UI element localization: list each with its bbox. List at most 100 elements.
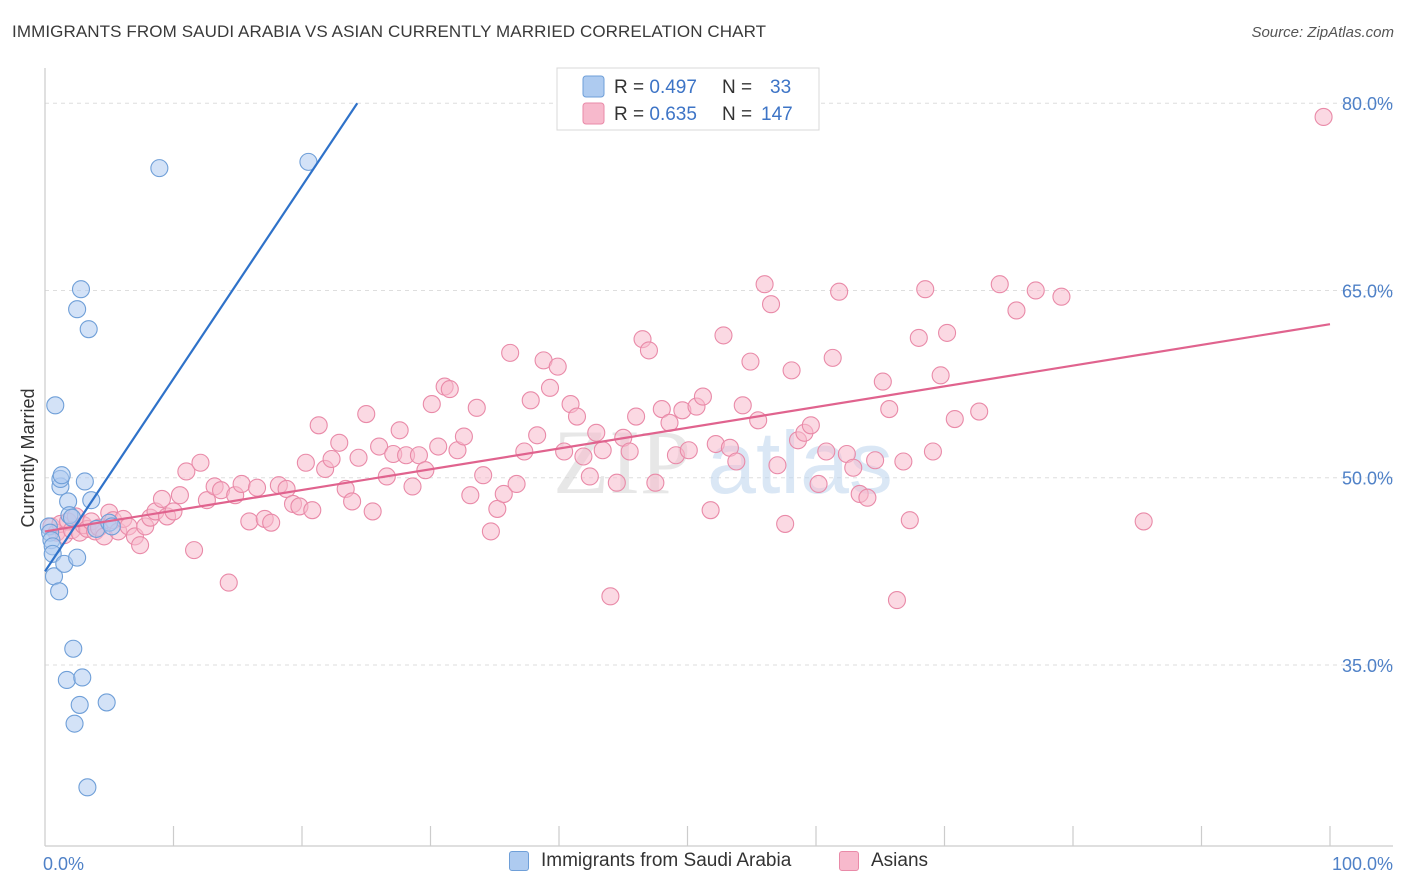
legend-top-swatch-asians xyxy=(582,102,605,125)
asians-point xyxy=(844,458,863,477)
legend-item-asians: Asians xyxy=(839,850,928,872)
asians-point xyxy=(1314,107,1333,126)
asians-point xyxy=(823,348,842,367)
asians-point xyxy=(990,275,1009,294)
asians-point xyxy=(429,437,448,456)
source-credit: Source: ZipAtlas.com xyxy=(1251,24,1394,41)
asians-point xyxy=(262,513,281,532)
legend-swatch-asians xyxy=(839,851,859,871)
asians-point xyxy=(481,522,500,541)
legend-n-label-1: N = xyxy=(722,104,752,125)
trendlines xyxy=(44,102,1331,572)
asians-point xyxy=(1134,512,1153,531)
svg-text:R = 0.497: R = 0.497 xyxy=(614,77,697,98)
asians-point xyxy=(607,473,626,492)
asians-point xyxy=(866,451,885,470)
svg-text:R = 0.635: R = 0.635 xyxy=(614,104,697,125)
y-tick-label: 80.0% xyxy=(1342,94,1393,114)
asians-point xyxy=(370,437,389,456)
asians-point xyxy=(528,426,547,445)
asians-point xyxy=(817,442,836,461)
saudi-arabia-point xyxy=(68,300,87,319)
asians-point xyxy=(945,410,964,429)
asians-point xyxy=(296,453,315,472)
asians-point xyxy=(474,466,493,485)
asians-point xyxy=(768,456,787,475)
tick-labels: 35.0% 50.0% 65.0% 80.0% 0.0% 100.0% xyxy=(43,94,1393,874)
asians-point xyxy=(646,473,665,492)
asians-point xyxy=(887,591,907,610)
saudi-arabia-point xyxy=(52,466,71,485)
asians-point xyxy=(627,407,646,426)
asians-point xyxy=(131,536,150,555)
asians-point xyxy=(782,361,801,380)
asians-point xyxy=(1007,301,1026,320)
asians-point xyxy=(741,352,760,371)
asians-point xyxy=(733,396,752,415)
asians-point xyxy=(309,416,328,435)
saudi-arabia-trendline xyxy=(44,102,359,572)
asians-point xyxy=(858,488,877,507)
asians-point xyxy=(219,573,238,592)
saudi-arabia-point xyxy=(79,320,98,339)
asians-point xyxy=(343,492,362,511)
chart-title: IMMIGRANTS FROM SAUDI ARABIA VS ASIAN CU… xyxy=(12,22,767,41)
asians-point xyxy=(652,400,671,419)
asians-point xyxy=(240,512,259,531)
y-tick-label: 35.0% xyxy=(1342,656,1393,676)
saudi-arabia-point xyxy=(73,668,92,687)
asians-trendline xyxy=(44,323,1331,533)
saudi-arabia-point xyxy=(75,472,94,491)
asians-point xyxy=(580,467,599,486)
saudi-arabia-point xyxy=(78,778,97,797)
legend-top-swatch-saudi xyxy=(582,75,605,98)
asians-point xyxy=(409,446,428,465)
legend-bottom: Immigrants from Saudi Arabia Asians xyxy=(0,850,1406,880)
asians-point xyxy=(390,421,409,440)
saudi-arabia-point xyxy=(65,714,84,733)
asians-point xyxy=(809,474,828,494)
x-tick-label: 100.0% xyxy=(1332,854,1393,874)
legend-swatch-saudi-arabia xyxy=(509,851,529,871)
asians-point xyxy=(693,387,712,406)
asians-point xyxy=(587,423,606,442)
saudi-arabia-point xyxy=(150,159,169,178)
asians-point xyxy=(548,357,567,376)
asians-point xyxy=(501,343,520,362)
asians-point xyxy=(894,452,913,471)
asians-point xyxy=(177,462,196,481)
x-tick-label: 0.0% xyxy=(43,854,84,874)
asians-point xyxy=(639,341,659,360)
gridlines xyxy=(45,102,1393,666)
asians-point xyxy=(507,474,526,494)
asians-point xyxy=(880,400,899,419)
asians-point xyxy=(454,427,473,446)
legend-n-value-1: 147 xyxy=(761,104,793,125)
asians-point xyxy=(916,280,935,299)
asians-point xyxy=(247,478,267,497)
asians-point xyxy=(488,499,507,518)
asians-point xyxy=(152,489,171,508)
saudi-arabia-point xyxy=(46,396,65,415)
asians-point xyxy=(494,484,513,504)
asians-point xyxy=(515,442,534,461)
watermark: ZIP atlas xyxy=(553,411,893,513)
asians-point xyxy=(679,441,698,460)
asians-point xyxy=(776,514,795,533)
asians-point xyxy=(727,452,746,471)
legend-r-label-0: R = xyxy=(614,77,649,98)
saudi-arabia-point xyxy=(64,639,83,658)
asians-point xyxy=(938,323,957,342)
saudi-arabia-points xyxy=(39,152,318,797)
saudi-arabia-point xyxy=(43,544,62,563)
legend-top: R = 0.497 N = 33 R = 0.635 N = 147 xyxy=(556,67,820,131)
asians-point xyxy=(555,442,574,461)
legend-label-saudi-arabia: Immigrants from Saudi Arabia xyxy=(541,850,792,871)
asians-point xyxy=(620,442,639,461)
asians-point xyxy=(403,477,422,496)
legend-n-value-0: 33 xyxy=(770,77,791,98)
asians-point xyxy=(601,587,620,606)
asians-point xyxy=(540,378,560,397)
asians-points xyxy=(42,107,1333,610)
